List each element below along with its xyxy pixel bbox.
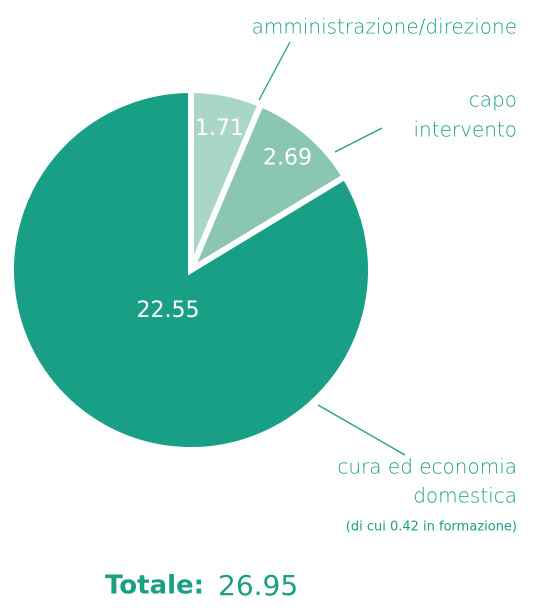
category-label: amministrazione/direzione [252, 15, 517, 39]
value-label: 2.69 [263, 145, 312, 170]
leader-line [334, 127, 383, 153]
annotation: (di cui 0.42 in formazione) [346, 520, 517, 535]
leader-line [317, 404, 406, 456]
total-value: 26.95 [218, 569, 298, 602]
total-label: Totale: [105, 571, 204, 601]
category-label: cura ed economia [337, 455, 517, 479]
value-label: 1.71 [195, 116, 244, 141]
value-label: 22.55 [137, 298, 200, 323]
category-label: domestica [413, 484, 517, 508]
category-label: capo [469, 88, 517, 112]
leader-line [257, 41, 291, 103]
pie-slice [8, 86, 374, 453]
category-label: intervento [414, 118, 518, 142]
pie-slice [184, 100, 350, 278]
